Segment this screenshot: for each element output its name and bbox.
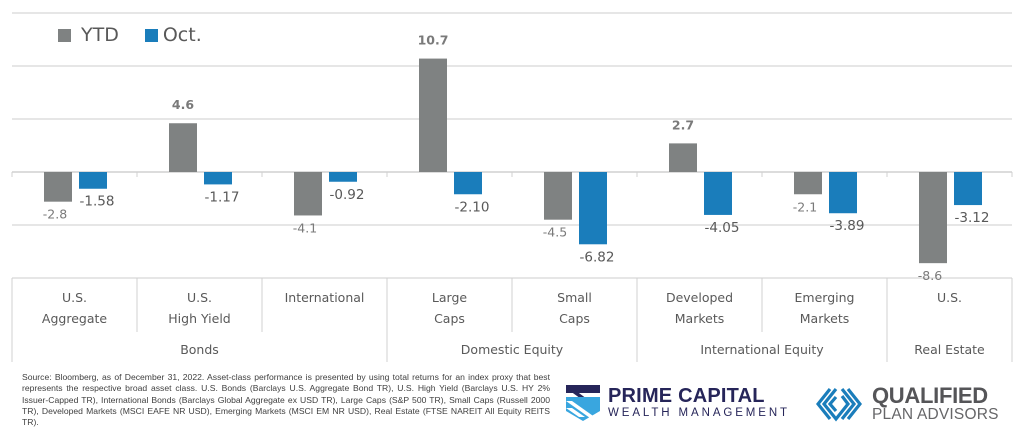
category-label-3: Large — [432, 290, 467, 305]
bar-oct-5 — [704, 172, 732, 215]
bar-ytd-7 — [919, 172, 947, 264]
bar-ytd-5 — [669, 143, 697, 172]
bar-ytd-1 — [169, 123, 197, 172]
legend-label-ytd: YTD — [81, 24, 119, 46]
category-label-1: U.S. — [187, 290, 212, 305]
bar-oct-3 — [454, 172, 482, 195]
bar-oct-0 — [79, 172, 107, 189]
data-label-oct-7: -3.12 — [955, 210, 990, 226]
bar-ytd-4 — [544, 172, 572, 220]
category-label-5: Developed — [666, 290, 733, 305]
legend-item-ytd: YTD — [58, 24, 119, 46]
category-label-6: Emerging — [795, 290, 855, 305]
bar-oct-4 — [579, 172, 607, 245]
qualified-plan-advisors-logo: QUALIFIED PLAN ADVISORS — [816, 385, 999, 423]
bar-oct-1 — [204, 172, 232, 185]
category-label-2: International — [285, 290, 365, 305]
data-label-ytd-6: -2.1 — [793, 199, 817, 214]
bar-oct-2 — [329, 172, 357, 182]
prime-capital-shield-icon — [566, 385, 600, 421]
bar-chart: -2.8 4.6 -4.1 10.7 -4.5 2.7 -2.1 -8.6 -1.58 -1.17… — [11, 12, 1013, 362]
bar-ytd-3 — [419, 58, 447, 172]
data-label-ytd-7: -8.6 — [918, 268, 942, 283]
data-label-oct-0: -1.58 — [80, 194, 115, 210]
group-label-1: Domestic Equity — [461, 342, 564, 357]
data-label-oct-6: -3.89 — [830, 218, 865, 234]
category-label-1: High Yield — [168, 311, 230, 326]
data-label-ytd-4: -4.5 — [543, 225, 567, 240]
data-label-oct-2: -0.92 — [330, 187, 365, 203]
category-label-3: Caps — [434, 311, 465, 326]
data-label-oct-1: -1.17 — [205, 189, 240, 205]
data-label-ytd-2: -4.1 — [293, 220, 317, 235]
category-label-0: Aggregate — [42, 311, 107, 326]
bar-ytd-0 — [44, 172, 72, 202]
legend-item-oct: Oct. — [144, 24, 202, 46]
category-label-7: U.S. — [937, 290, 962, 305]
legend-swatch-oct — [144, 28, 158, 42]
data-label-oct-5: -4.05 — [705, 220, 740, 236]
data-label-oct-4: -6.82 — [580, 249, 615, 265]
prime-capital-logo: PRIME CAPITAL WEALTH MANAGEMENT — [566, 385, 790, 421]
qualified-name: QUALIFIED — [872, 383, 988, 408]
data-label-ytd-3: 10.7 — [418, 33, 449, 48]
category-label-5: Markets — [675, 311, 724, 326]
bar-ytd-2 — [294, 172, 322, 216]
chart-legend: YTD Oct. — [58, 24, 228, 46]
prime-capital-name: PRIME CAPITAL — [608, 385, 765, 407]
category-label-4: Caps — [559, 311, 590, 326]
data-label-oct-3: -2.10 — [455, 199, 490, 215]
group-label-2: International Equity — [700, 342, 824, 357]
legend-swatch-ytd — [58, 28, 71, 42]
qualified-diamond-icon — [816, 388, 862, 422]
bar-oct-6 — [829, 172, 857, 214]
category-label-4: Small — [557, 290, 592, 305]
data-label-ytd-1: 4.6 — [172, 97, 194, 112]
bar-oct-7 — [954, 172, 982, 206]
data-label-ytd-5: 2.7 — [672, 117, 694, 132]
data-label-ytd-0: -2.8 — [43, 207, 67, 222]
group-label-3: Real Estate — [914, 342, 985, 357]
category-label-0: U.S. — [62, 290, 87, 305]
prime-capital-sub: WEALTH MANAGEMENT — [608, 407, 790, 419]
category-label-6: Markets — [800, 311, 849, 326]
plan-advisors-sub: PLAN ADVISORS — [872, 406, 999, 423]
bar-ytd-6 — [794, 172, 822, 195]
legend-label-oct: Oct. — [162, 24, 202, 46]
source-footnote: Source: Bloomberg, as of December 31, 20… — [22, 372, 550, 428]
group-label-0: Bonds — [180, 342, 219, 357]
